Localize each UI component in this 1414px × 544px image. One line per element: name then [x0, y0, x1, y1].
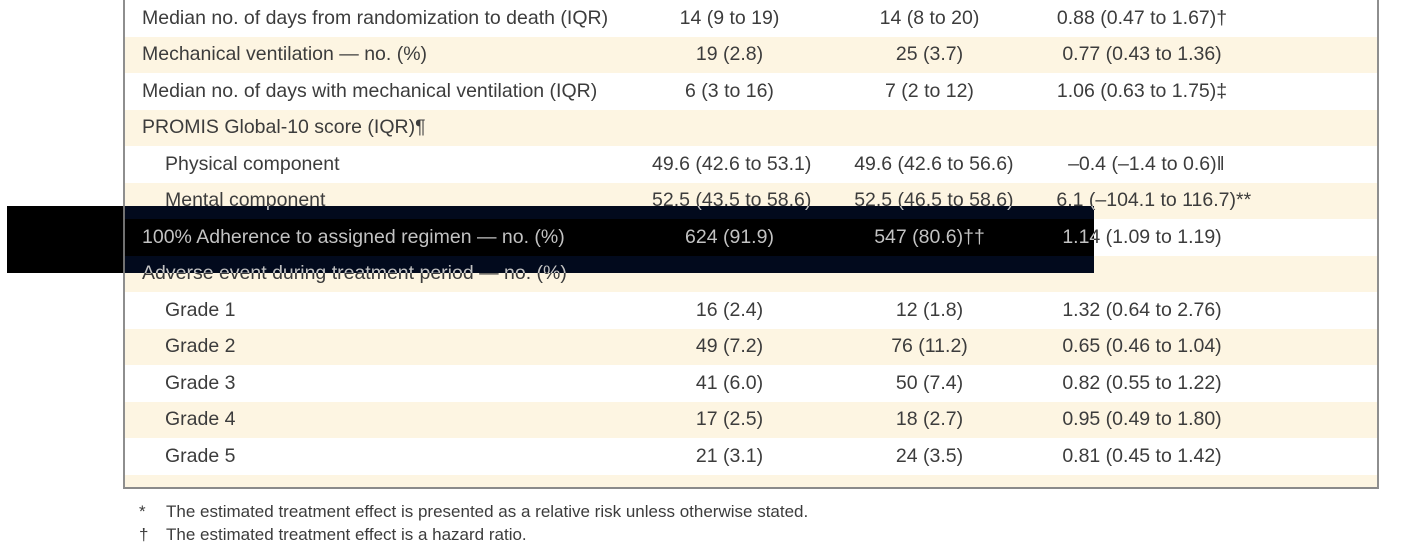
row-label-cell: Grade 3 [165, 371, 236, 394]
footnotes: * The estimated treatment effect is pres… [139, 501, 808, 544]
value-cell-group2: 49.6 (42.6 to 56.6) [854, 152, 1014, 175]
footnote-text: The estimated treatment effect is a haza… [166, 524, 527, 544]
value-cell-group1: 21 (3.1) [695, 444, 764, 467]
footnote-relative-risk: * The estimated treatment effect is pres… [139, 501, 808, 524]
table-row: Adverse event during treatment period — … [125, 255, 1377, 292]
row-label-cell: Grade 1 [165, 298, 236, 321]
row-label-cell: Mechanical ventilation — no. (%) [142, 43, 428, 66]
value-cell-group2: 50 (7.4) [895, 371, 964, 394]
value-cell-group2: 12 (1.8) [895, 298, 964, 321]
value-cell-treatment-effect: 1.32 (0.64 to 2.76) [1062, 298, 1222, 321]
value-cell-group1: 19 (2.8) [695, 43, 764, 66]
table-row: Grade 1 16 (2.4) 12 (1.8) 1.32 (0.64 to … [125, 292, 1377, 329]
value-cell-treatment-effect: 0.82 (0.55 to 1.22) [1062, 371, 1222, 394]
table-row: Physical component 49.6 (42.6 to 53.1) 4… [125, 146, 1377, 183]
outcomes-table: Median no. of days from randomization to… [123, 0, 1379, 489]
value-cell-group2: 24 (3.5) [895, 444, 964, 467]
table-row: Grade 5 21 (3.1) 24 (3.5) 0.81 (0.45 to … [125, 438, 1377, 475]
table-row: PROMIS Global-10 score (IQR)¶ [125, 109, 1377, 146]
footnote-text: The estimated treatment effect is presen… [166, 502, 809, 521]
value-cell-treatment-effect: 6.1 (–104.1 to 116.7)** [1056, 189, 1252, 212]
value-cell-group2: 7 (2 to 12) [885, 79, 974, 102]
value-cell-group1: 6 (3 to 16) [685, 79, 774, 102]
row-label-cell: Median no. of days with mechanical venti… [142, 79, 598, 102]
value-cell-group1: 624 (91.9) [685, 225, 774, 248]
value-cell-group2: 76 (11.2) [891, 335, 968, 358]
value-cell-treatment-effect: 0.95 (0.49 to 1.80) [1062, 408, 1222, 431]
row-label-cell: Physical component [165, 152, 340, 175]
value-cell-group2: 25 (3.7) [895, 43, 964, 66]
value-cell-group1: 16 (2.4) [695, 298, 764, 321]
table-row: Median no. of days from randomization to… [125, 0, 1377, 37]
value-cell-treatment-effect: 0.81 (0.45 to 1.42) [1062, 444, 1222, 467]
value-cell-treatment-effect: 0.65 (0.46 to 1.04) [1062, 335, 1222, 358]
value-cell-group1: 49 (7.2) [695, 335, 764, 358]
value-cell-treatment-effect: 0.77 (0.43 to 1.36) [1062, 43, 1222, 66]
value-cell-group1: 14 (9 to 19) [679, 6, 780, 29]
table-row-partial [125, 474, 1377, 487]
value-cell-group2: 547 (80.6)†† [874, 225, 985, 248]
value-cell-treatment-effect: 1.06 (0.63 to 1.75)‡ [1056, 79, 1228, 102]
value-cell-treatment-effect: 0.88 (0.47 to 1.67)† [1056, 6, 1228, 29]
table-row: Grade 2 49 (7.2) 76 (11.2) 0.65 (0.46 to… [125, 328, 1377, 365]
row-label-cell: Grade 4 [165, 408, 236, 431]
footnote-symbol: * [139, 502, 146, 521]
row-label-cell: Grade 5 [165, 444, 236, 467]
footnote-hazard-ratio: † The estimated treatment effect is a ha… [139, 524, 808, 544]
value-cell-group1: 52.5 (43.5 to 58.6) [652, 189, 812, 212]
table-row: Mechanical ventilation — no. (%) 19 (2.8… [125, 36, 1377, 73]
table-row: Grade 4 17 (2.5) 18 (2.7) 0.95 (0.49 to … [125, 401, 1377, 438]
value-cell-group2: 14 (8 to 20) [879, 6, 980, 29]
value-cell-group2: 18 (2.7) [895, 408, 964, 431]
footnote-symbol: † [139, 524, 149, 544]
table-row: Grade 3 41 (6.0) 50 (7.4) 0.82 (0.55 to … [125, 365, 1377, 402]
table-row-highlighted[interactable]: 100% Adherence to assigned regimen — no.… [125, 219, 1377, 256]
row-label-cell: Grade 2 [165, 335, 236, 358]
value-cell-treatment-effect: 1.14 (1.09 to 1.19) [1062, 225, 1222, 248]
row-label-cell: 100% Adherence to assigned regimen — no.… [142, 225, 565, 248]
value-cell-group1: 41 (6.0) [695, 371, 764, 394]
row-label-cell: Mental component [165, 189, 326, 212]
value-cell-group1: 49.6 (42.6 to 53.1) [652, 152, 812, 175]
outcomes-table-rows: Median no. of days from randomization to… [125, 0, 1377, 475]
value-cell-group1: 17 (2.5) [695, 408, 764, 431]
table-row: Median no. of days with mechanical venti… [125, 73, 1377, 110]
table-row: Mental component 52.5 (43.5 to 58.6) 52.… [125, 182, 1377, 219]
row-label-cell: Adverse event during treatment period — … [142, 262, 567, 285]
value-cell-group2: 52.5 (46.5 to 58.6) [854, 189, 1014, 212]
row-label-cell: PROMIS Global-10 score (IQR)¶ [142, 116, 426, 139]
value-cell-treatment-effect: –0.4 (–1.4 to 0.6)‖ [1068, 152, 1225, 175]
row-label-cell: Median no. of days from randomization to… [142, 6, 609, 29]
